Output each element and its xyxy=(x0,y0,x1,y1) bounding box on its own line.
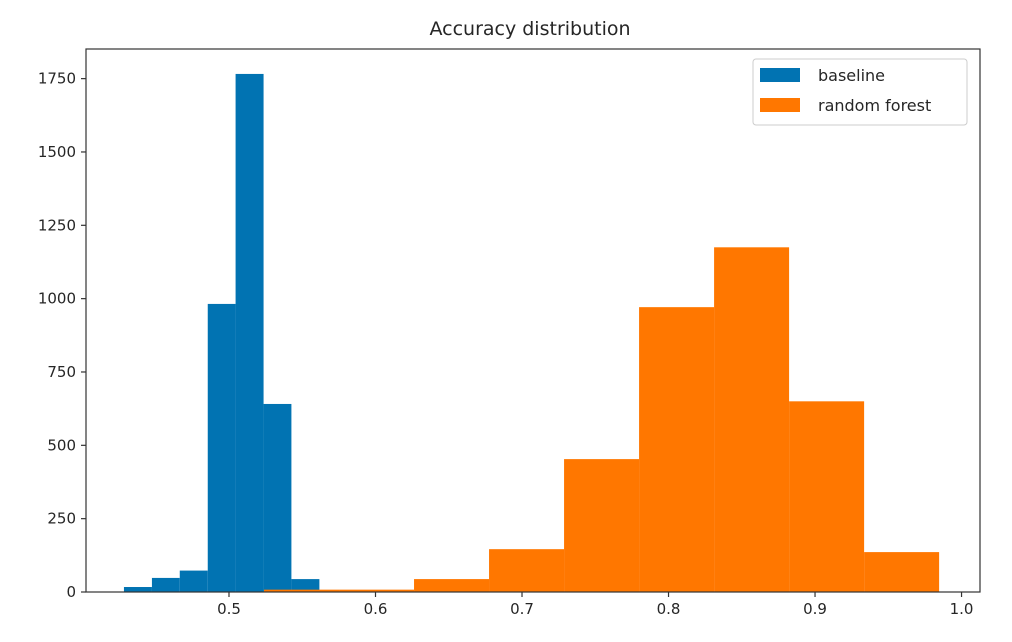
axes-frame xyxy=(85,48,981,593)
x-tick-label: 0.5 xyxy=(217,600,241,618)
bar-random-forest-5 xyxy=(639,307,715,592)
bar-baseline-0 xyxy=(123,587,152,592)
legend-box xyxy=(752,58,968,126)
y-tick-label: 1000 xyxy=(38,290,76,308)
bar-random-forest-3 xyxy=(489,549,565,592)
x-tick-label: 1.0 xyxy=(950,600,974,618)
bar-baseline-6 xyxy=(291,579,320,592)
y-tick-label: 750 xyxy=(47,363,76,381)
y-axis: 0 250 500 750 1000 1250 1500 1750 xyxy=(38,70,86,601)
bar-baseline-5 xyxy=(263,403,292,592)
bar-random-forest-7 xyxy=(789,401,865,592)
y-tick-label: 1250 xyxy=(38,216,76,234)
y-tick-label: 1500 xyxy=(38,143,76,161)
bar-baseline-4 xyxy=(235,73,264,592)
bar-baseline-2 xyxy=(179,570,208,592)
y-tick-label: 0 xyxy=(66,583,76,601)
y-tick-label: 250 xyxy=(47,510,76,528)
bar-random-forest-4 xyxy=(564,459,640,592)
bar-random-forest-2 xyxy=(414,579,490,592)
bar-random-forest-0 xyxy=(264,589,340,592)
legend-label-random-forest: random forest xyxy=(818,96,931,115)
legend-label-baseline: baseline xyxy=(818,66,885,85)
chart-title: Accuracy distribution xyxy=(429,18,630,40)
bar-random-forest-1 xyxy=(339,589,415,592)
x-tick-label: 0.9 xyxy=(803,600,827,618)
legend-swatch-random-forest xyxy=(760,98,800,112)
x-axis: 0.5 0.6 0.7 0.8 0.9 1.0 xyxy=(217,592,973,618)
legend-swatch-baseline xyxy=(760,68,800,82)
bar-baseline-3 xyxy=(207,303,236,592)
y-tick-label: 1750 xyxy=(38,70,76,88)
x-tick-label: 0.6 xyxy=(364,600,388,618)
bar-random-forest-8 xyxy=(864,552,940,592)
y-tick-label: 500 xyxy=(47,436,76,454)
bars-layer xyxy=(123,73,940,593)
bar-random-forest-6 xyxy=(714,247,790,593)
bar-baseline-1 xyxy=(151,577,180,592)
legend: baseline random forest xyxy=(752,58,968,126)
x-tick-label: 0.7 xyxy=(510,600,534,618)
x-tick-label: 0.8 xyxy=(657,600,681,618)
